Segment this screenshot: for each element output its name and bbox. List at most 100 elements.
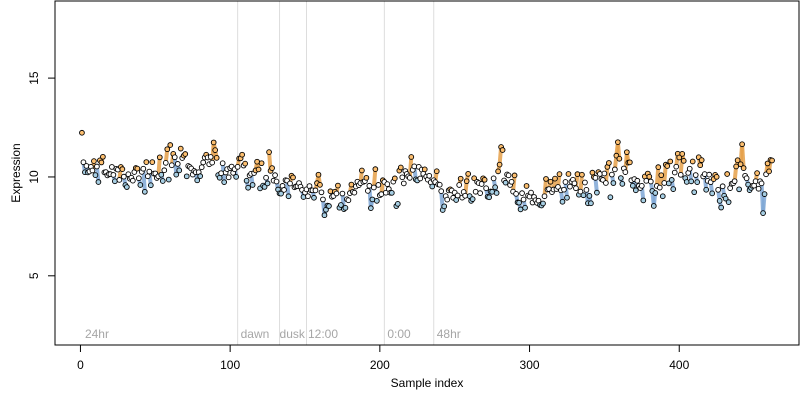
highlight-segment xyxy=(654,165,661,188)
data-point xyxy=(483,185,489,192)
data-point xyxy=(173,171,180,178)
highlight-segment xyxy=(172,155,179,177)
data-point xyxy=(436,181,443,188)
data-point xyxy=(668,177,675,183)
data-point xyxy=(177,145,184,152)
data-point xyxy=(676,154,683,161)
data-point xyxy=(612,166,618,173)
data-point xyxy=(143,159,150,165)
data-point xyxy=(456,182,463,188)
data-point xyxy=(733,163,739,170)
data-point xyxy=(116,177,123,183)
data-point xyxy=(495,168,501,175)
x-tick-label: 0 xyxy=(77,358,84,372)
data-point xyxy=(634,177,641,184)
data-point xyxy=(438,188,445,194)
data-point xyxy=(374,198,380,204)
data-point xyxy=(725,199,732,205)
data-point xyxy=(513,190,519,197)
data-point xyxy=(559,198,566,205)
data-point xyxy=(579,171,585,178)
data-point xyxy=(522,204,528,211)
data-point xyxy=(98,159,105,166)
data-point xyxy=(433,168,440,175)
data-point xyxy=(715,186,722,193)
data-point xyxy=(646,173,653,180)
data-point xyxy=(478,181,485,187)
data-point xyxy=(667,158,674,165)
data-point xyxy=(91,158,97,164)
y-tick-label: 15 xyxy=(27,71,41,85)
data-point xyxy=(197,173,204,179)
y-tick-label: 5 xyxy=(27,272,41,279)
data-point xyxy=(567,183,573,190)
data-point xyxy=(140,165,147,172)
data-point xyxy=(737,161,744,168)
period-label: 12:00 xyxy=(308,327,338,341)
data-point xyxy=(716,198,723,204)
period-labels: 24hr dawn dusk 12:00 0:00 48hr xyxy=(85,327,461,341)
data-point xyxy=(269,165,275,171)
data-point xyxy=(565,171,572,177)
data-point xyxy=(363,174,370,181)
data-point xyxy=(219,160,226,167)
data-point xyxy=(606,160,612,166)
data-point xyxy=(134,165,141,172)
data-point xyxy=(426,172,433,179)
data-point xyxy=(368,205,374,211)
data-point xyxy=(243,177,250,184)
data-point xyxy=(701,171,708,177)
data-point xyxy=(135,175,142,182)
data-point xyxy=(673,163,680,170)
data-point xyxy=(615,139,621,146)
data-point xyxy=(609,171,615,178)
period-boundary-lines xyxy=(237,1,435,345)
data-point xyxy=(571,180,578,187)
data-point xyxy=(769,157,775,164)
data-point xyxy=(583,187,590,193)
data-point xyxy=(665,180,672,187)
data-point xyxy=(342,204,349,211)
y-axis-title: Expression xyxy=(9,143,23,202)
data-point xyxy=(121,173,127,180)
x-tick-label: 300 xyxy=(520,358,540,372)
data-point xyxy=(486,194,492,201)
data-point xyxy=(573,185,579,192)
data-point xyxy=(318,189,325,196)
data-point xyxy=(764,160,771,167)
data-point xyxy=(305,193,311,200)
data-point xyxy=(171,154,178,161)
data-point xyxy=(719,183,726,190)
data-point xyxy=(365,188,371,194)
data-point xyxy=(694,179,701,185)
data-point xyxy=(266,149,272,155)
data-point xyxy=(261,184,268,190)
data-point xyxy=(213,155,220,161)
data-point xyxy=(290,174,296,181)
data-point xyxy=(429,183,436,190)
data-point xyxy=(258,160,265,167)
data-point xyxy=(511,172,518,179)
data-point xyxy=(100,153,106,160)
data-point xyxy=(162,160,169,166)
data-point xyxy=(242,160,248,167)
data-point xyxy=(656,184,663,191)
data-point xyxy=(758,180,765,187)
data-point xyxy=(697,162,704,169)
data-point xyxy=(766,168,772,175)
data-point xyxy=(359,167,365,174)
data-point xyxy=(592,174,599,181)
data-point xyxy=(273,178,280,185)
data-point xyxy=(577,188,584,195)
data-point xyxy=(540,200,546,207)
data-point xyxy=(683,179,690,185)
data-point xyxy=(406,174,413,181)
data-point xyxy=(147,182,154,189)
x-tick-label: 400 xyxy=(669,358,689,372)
data-point xyxy=(317,182,323,188)
period-label: 48hr xyxy=(437,327,461,341)
data-point xyxy=(278,190,284,197)
data-point xyxy=(176,167,183,174)
data-point xyxy=(724,171,730,177)
